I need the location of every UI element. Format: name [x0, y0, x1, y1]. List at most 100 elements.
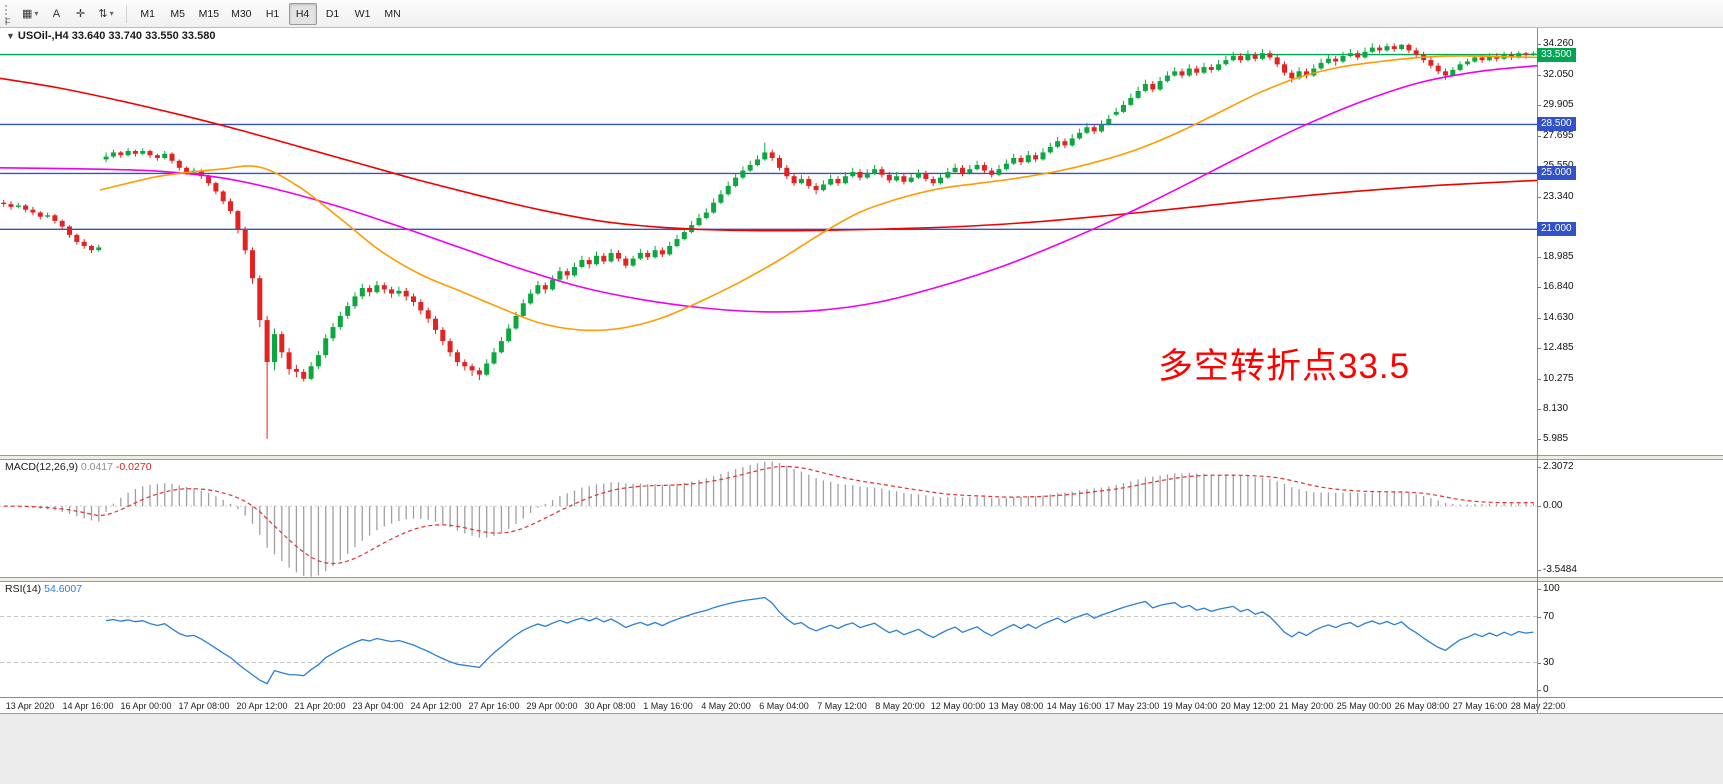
cycle-button[interactable]: ⇅ ▾	[93, 3, 118, 25]
macd-signal-value: -0.0270	[115, 461, 152, 473]
time-label: 14 May 16:00	[1046, 701, 1102, 711]
time-label: 13 Apr 2020	[5, 701, 55, 711]
time-label: 27 Apr 16:00	[468, 701, 520, 711]
price-tick: 10.275	[1537, 373, 1574, 385]
hline-price-label: 21.000	[1537, 222, 1576, 237]
time-label: 25 May 00:00	[1336, 701, 1392, 711]
timeframe-m1-button[interactable]: M1	[134, 3, 162, 25]
price-tick: 18.985	[1537, 251, 1574, 263]
price-tick: 5.985	[1537, 433, 1569, 445]
time-label: 4 May 20:00	[701, 701, 751, 711]
crosshair-icon: ✛	[75, 8, 86, 20]
time-label: 14 Apr 16:00	[62, 701, 114, 711]
panel-splitter-1[interactable]	[0, 455, 1723, 460]
price-tick: 27.695	[1537, 129, 1574, 141]
time-label: 26 May 08:00	[1394, 701, 1450, 711]
time-label: 17 May 23:00	[1104, 701, 1160, 711]
timeframe-w1-button[interactable]: W1	[349, 3, 377, 25]
chevron-down-icon: ▾	[109, 9, 114, 18]
toolbar-separator	[125, 4, 127, 23]
price-tick: 23.340	[1537, 190, 1574, 202]
macd-main-value: 0.0417	[80, 461, 113, 473]
rsi-svg	[0, 596, 1537, 685]
price-tick: 8.130	[1537, 403, 1569, 415]
hline-price-label: 33.500	[1537, 47, 1576, 62]
timeframe-m30-button[interactable]: M30	[226, 3, 256, 25]
price-tick: 14.630	[1537, 312, 1574, 324]
price-chart-plot[interactable]: ▼ USOil-,H4 33.640 33.740 33.550 33.580 多…	[0, 28, 1537, 455]
price-tick: 12.485	[1537, 342, 1574, 354]
one-click-trading-caret[interactable]: ▼	[6, 31, 15, 41]
price-tick: 34.260	[1537, 37, 1574, 49]
rsi-panel: RSI(14) 54.6007 100 70 30 0	[0, 582, 1723, 697]
macd-axis-zero: 0.00	[1537, 500, 1563, 512]
rsi-label: RSI(14) 54.6007	[5, 583, 82, 595]
main-price-panel: ▼ USOil-,H4 33.640 33.740 33.550 33.580 多…	[0, 28, 1723, 455]
crosshair-button[interactable]: ✛	[69, 3, 91, 25]
macd-label: MACD(12,26,9) 0.0417 -0.0270	[5, 461, 152, 473]
timeframe-h1-button[interactable]: H1	[259, 3, 287, 25]
rsi-axis-100: 100	[1537, 583, 1560, 594]
text-tool-button[interactable]: A	[45, 3, 67, 25]
rsi-axis-0: 0	[1537, 684, 1549, 695]
time-label: 24 Apr 12:00	[410, 701, 462, 711]
time-label: 20 May 12:00	[1220, 701, 1276, 711]
price-axis-separator	[1537, 28, 1538, 713]
rsi-axis-70: 70	[1537, 610, 1555, 622]
time-label: 20 Apr 12:00	[236, 701, 288, 711]
time-label: 29 Apr 00:00	[526, 701, 578, 711]
chart-grid-icon: ▦	[22, 8, 33, 20]
hline-price-label: 28.500	[1537, 117, 1576, 132]
toolbar-drag-handle[interactable]	[5, 4, 11, 23]
price-axis[interactable]: 34.260 32.050 29.905 27.695 25.550 23.340 18.9…	[1537, 28, 1723, 455]
candlestick-svg	[0, 43, 1537, 439]
macd-axis-max: 2.3072	[1537, 461, 1574, 472]
time-label: 17 Apr 08:00	[178, 701, 230, 711]
price-tick: 16.840	[1537, 281, 1574, 293]
time-label: 23 Apr 04:00	[352, 701, 404, 711]
time-label: 7 May 12:00	[817, 701, 867, 711]
rsi-axis-30: 30	[1537, 656, 1555, 668]
timeframe-d1-button[interactable]: D1	[319, 3, 347, 25]
macd-plot[interactable]: MACD(12,26,9) 0.0417 -0.0270	[0, 460, 1537, 577]
macd-axis[interactable]: 2.3072 0.00 -3.5484	[1537, 460, 1723, 577]
macd-panel: MACD(12,26,9) 0.0417 -0.0270 2.3072 0.00 -…	[0, 460, 1723, 577]
text-tool-icon: A	[52, 7, 61, 20]
timeframe-m5-button[interactable]: M5	[164, 3, 192, 25]
macd-axis-min: -3.5484	[1537, 564, 1577, 575]
price-tick: 32.050	[1537, 68, 1574, 80]
time-label: 12 May 00:00	[930, 701, 986, 711]
timeframe-m15-button[interactable]: M15	[194, 3, 224, 25]
toolbar-f-label: F	[5, 17, 11, 27]
rsi-axis[interactable]: 100 70 30 0	[1537, 582, 1723, 697]
time-label: 1 May 16:00	[643, 701, 693, 711]
chart-title-text: USOil-,H4 33.640 33.740 33.550 33.580	[17, 30, 216, 42]
timeframe-h4-button[interactable]: H4	[288, 2, 317, 25]
annotation-text: 多空转折点33.5	[1158, 347, 1411, 386]
window-background	[0, 713, 1723, 784]
macd-name: MACD(12,26,9)	[5, 461, 78, 473]
price-tick: 25.550	[1537, 159, 1574, 171]
time-label: 21 May 20:00	[1278, 701, 1334, 711]
time-label: 30 Apr 08:00	[584, 701, 636, 711]
chart-title: ▼ USOil-,H4 33.640 33.740 33.550 33.580	[6, 30, 215, 42]
macd-svg	[0, 461, 1537, 577]
timeframe-mn-button[interactable]: MN	[379, 3, 407, 25]
hline-price-label: 25.000	[1537, 166, 1576, 181]
cycle-arrows-icon: ⇅	[98, 8, 108, 20]
time-label: 27 May 16:00	[1452, 701, 1508, 711]
rsi-name: RSI(14)	[5, 583, 42, 595]
time-label: 21 Apr 20:00	[294, 701, 346, 711]
time-label: 19 May 04:00	[1162, 701, 1218, 711]
time-label: 8 May 20:00	[875, 701, 925, 711]
rsi-plot[interactable]: RSI(14) 54.6007	[0, 582, 1537, 697]
charts-button[interactable]: ▦ ▾	[17, 3, 43, 25]
time-axis[interactable]: 13 Apr 2020 14 Apr 16:00 16 Apr 00:00 17 Ap…	[0, 697, 1723, 713]
time-label: 28 May 22:00	[1510, 701, 1566, 711]
chart-window: ▼ USOil-,H4 33.640 33.740 33.550 33.580 多…	[0, 28, 1723, 713]
panel-splitter-2[interactable]	[0, 577, 1723, 582]
rsi-value: 54.6007	[44, 583, 83, 595]
price-tick: 29.905	[1537, 98, 1574, 110]
time-label: 16 Apr 00:00	[120, 701, 172, 711]
